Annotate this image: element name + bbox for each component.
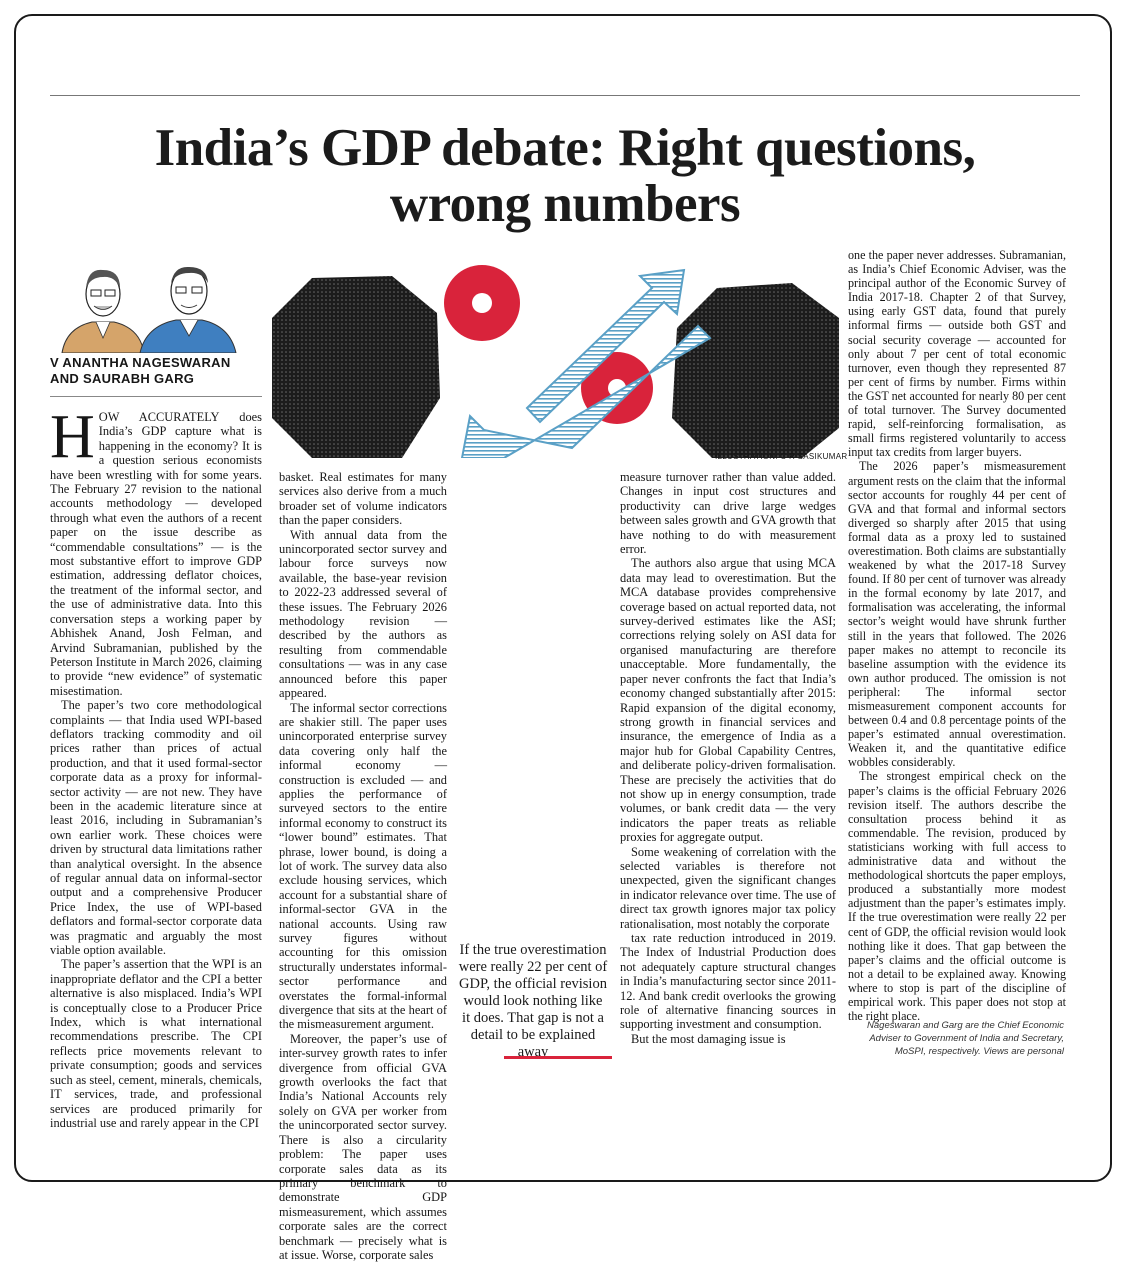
byline: V ANANTHA NAGESWARAN AND SAURABH GARG — [50, 355, 255, 387]
headline-line-2: wrong numbers — [389, 175, 741, 233]
column-1: H OW ACCURATELY does India’s GDP capture … — [50, 403, 262, 1130]
column-4: one the paper never addresses. Subramani… — [848, 248, 1066, 1023]
paragraph: The 2026 paper’s mismeasurement argument… — [848, 459, 1066, 770]
author-portraits — [61, 266, 237, 353]
paragraph: With annual data from the unincorporated… — [279, 527, 447, 701]
paragraph: The paper’s assertion that the WPI is an… — [50, 957, 262, 1130]
paragraph: Moreover, the paper’s use of inter-surve… — [279, 1031, 447, 1262]
byline-rule — [50, 396, 262, 397]
byline-line-1: V ANANTHA NAGESWARAN — [50, 355, 231, 370]
column-3: measure turnover rather than value added… — [620, 470, 836, 1046]
paragraph: The strongest empirical check on the pap… — [848, 769, 1066, 1024]
down-arrow — [460, 324, 712, 458]
byline-line-2: AND SAURABH GARG — [50, 371, 195, 386]
paragraph: Some weakening of correlation with the s… — [620, 844, 836, 931]
paragraph-text: OW ACCURATELY does India’s GDP capture w… — [50, 410, 262, 698]
headline: India’s GDP debate: Right questions, wro… — [50, 120, 1080, 232]
page-frame — [14, 14, 1112, 1182]
illustration-credit: ILLUSTRATION: C R SASIKUMAR — [715, 452, 848, 461]
dropcap: H — [50, 403, 95, 471]
footnote-line-2: Adviser to Government of India and Secre… — [869, 1033, 1064, 1044]
pull-quote-rule — [504, 1056, 612, 1059]
paragraph: measure turnover rather than value added… — [620, 470, 836, 557]
paragraph: The informal sector corrections are shak… — [279, 700, 447, 1032]
headline-line-1: India’s GDP debate: Right questions, — [154, 119, 976, 177]
column-2: basket. Real estimates for many services… — [279, 470, 447, 1262]
portrait-author-1 — [61, 269, 145, 353]
paragraph: one the paper never addresses. Subramani… — [848, 248, 1066, 460]
pull-quote: If the true overestimation were really 2… — [458, 942, 608, 1060]
paragraph: tax rate reduction introduced in 2019. T… — [620, 931, 836, 1032]
paragraph: The authors also argue that using MCA da… — [620, 556, 836, 845]
footnote-line-1: Nageswaran and Garg are the Chief Econom… — [867, 1020, 1064, 1031]
up-arrow — [525, 268, 686, 424]
paragraph: But the most damaging issue is — [631, 1031, 786, 1046]
paragraph: The paper’s two core methodological comp… — [50, 698, 262, 958]
author-footnote: Nageswaran and Garg are the Chief Econom… — [864, 1019, 1064, 1058]
right-octagon — [672, 283, 839, 458]
top-rule — [50, 95, 1080, 96]
paragraph: H OW ACCURATELY does India’s GDP capture … — [50, 403, 262, 698]
paragraph: basket. Real estimates for many services… — [279, 470, 447, 528]
percent-illustration — [272, 265, 839, 458]
portrait-author-2 — [139, 266, 237, 353]
left-octagon — [272, 276, 440, 458]
footnote-line-3: MoSPI, respectively. Views are personal — [894, 1046, 1064, 1057]
